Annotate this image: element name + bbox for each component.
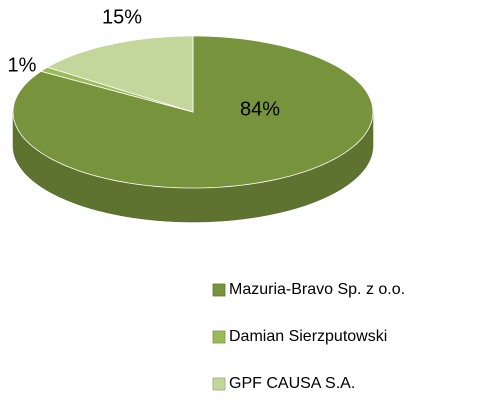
legend-swatch — [212, 377, 226, 391]
data-label: 15% — [102, 6, 142, 28]
slice — [46, 35, 194, 113]
data-label: 1% — [8, 54, 37, 76]
legend-label: Damian Sierzputowski — [229, 328, 387, 345]
legend-label: GPF CAUSA S.A. — [229, 375, 355, 392]
legend-swatch — [212, 330, 226, 344]
legend-label: Mazuria-Bravo Sp. z o.o. — [229, 281, 405, 298]
legend-swatch — [212, 283, 226, 297]
data-label: 84% — [240, 98, 280, 120]
